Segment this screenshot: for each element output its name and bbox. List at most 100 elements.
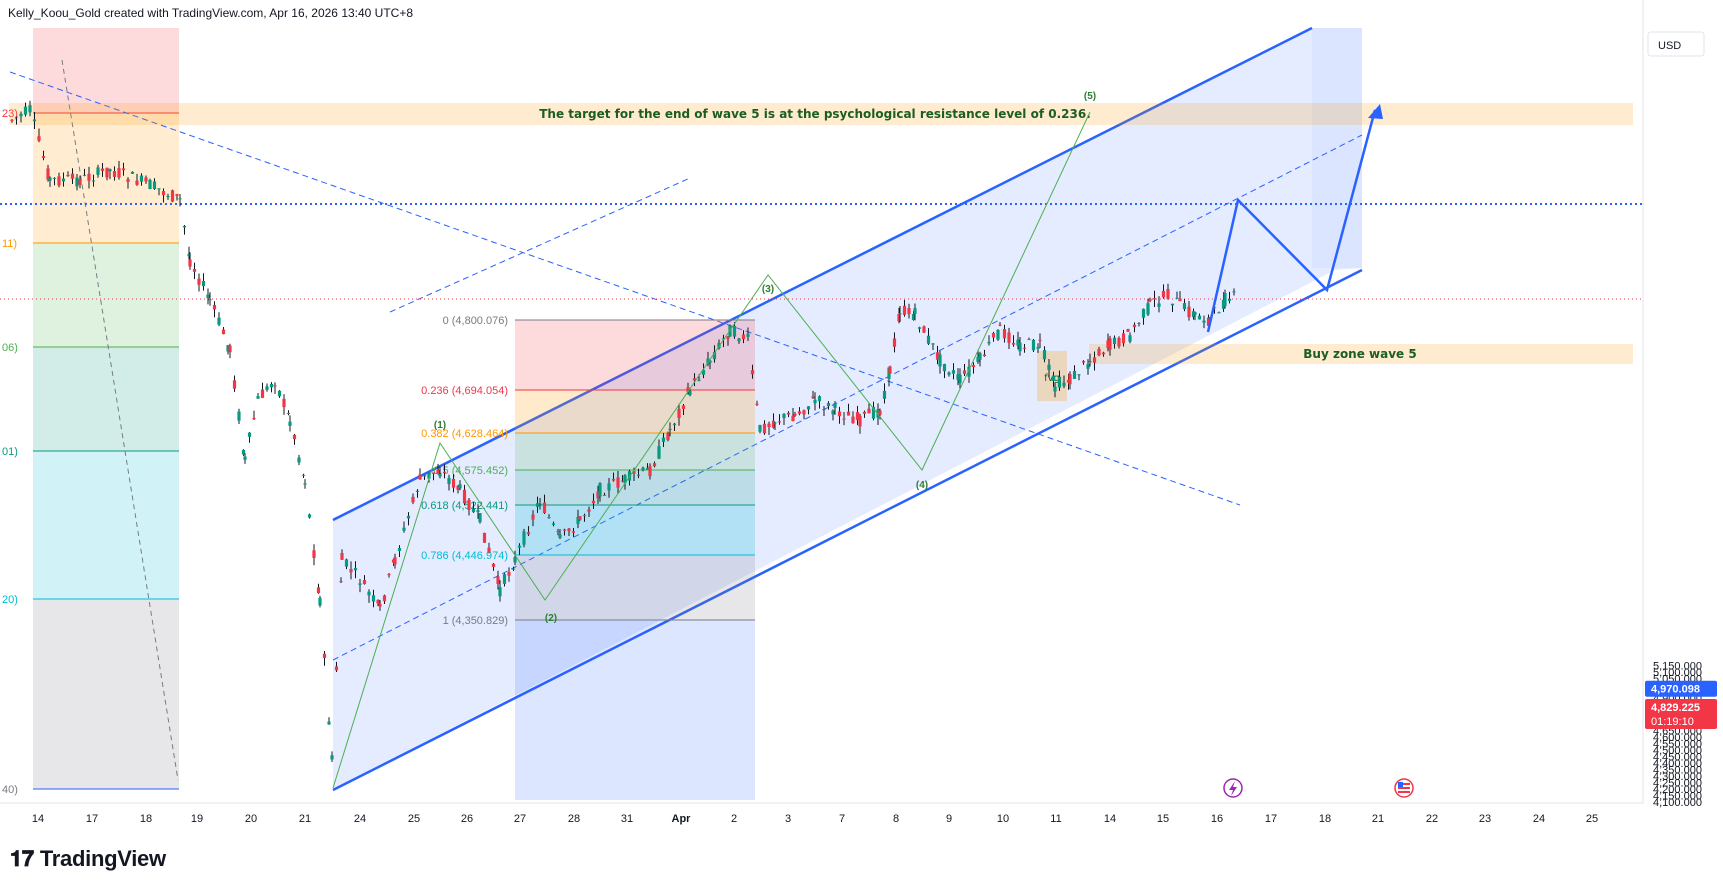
x-tick-label: 10 [997,813,1009,825]
lightning-icon[interactable] [1223,778,1243,798]
us-flag-icon[interactable] [1394,778,1414,798]
candle-body [1206,317,1211,326]
candle-body [697,379,701,381]
candle-body [322,653,327,658]
candle-body [330,755,334,760]
candle-body [41,156,46,158]
y-tick-label: 4,250.000 [1653,777,1702,789]
candle-body [831,410,835,415]
tradingview-logo[interactable]: 𝟏𝟕 TradingView [10,846,166,872]
y-tick-label: 4,100.000 [1653,797,1702,809]
candle-body [1011,343,1016,345]
x-tick-label: 9 [946,813,952,825]
x-tick-label: 23 [1479,813,1491,825]
candle-body [526,532,531,535]
y-tick-label: 4,450.000 [1653,751,1702,763]
candle-body [913,308,917,314]
candle-body [344,559,349,567]
x-tick-label: 28 [568,813,580,825]
buy-zone: Buy zone wave 5 [1089,344,1633,364]
candle-body [1042,350,1047,360]
candle-body [767,423,771,428]
candle-body [166,195,170,198]
candle-body [862,411,867,414]
candle-body [10,119,14,121]
candle-body [498,587,502,597]
candle-body [442,471,447,473]
candle-body [611,478,616,481]
left-fib-label: 06) [2,342,18,354]
candle-body [926,335,931,344]
projection-arrowhead [1368,104,1383,119]
candle-body [632,471,636,474]
candle-body [616,477,620,488]
candle-body [91,180,96,182]
projection-path[interactable] [1206,109,1377,333]
candle-body [451,478,456,488]
candle-body [582,515,587,517]
candle-body [130,171,135,174]
candle-body [256,396,260,399]
candle-body [243,456,247,460]
candle-body [976,356,980,363]
candle-body [677,408,681,419]
y-tick-label: 4,350.000 [1653,764,1702,776]
candle-body [811,396,815,399]
candle-body [334,666,339,671]
price-badge [1645,680,1717,697]
left-fib-label: 20) [2,594,18,606]
candle-body [648,466,652,477]
candle-body [902,305,907,315]
candle-body [82,174,87,176]
left-fib-bands [33,28,179,790]
candle-body [762,423,767,434]
candle-body [1161,290,1166,298]
candle-body [37,136,41,141]
y-tick-label: 4,200.000 [1653,784,1702,796]
candle-body [61,178,66,182]
candle-body [456,485,460,490]
candle-body [260,389,265,398]
candle-body [378,603,382,607]
candle-body [967,366,971,377]
candle-body [161,191,166,196]
currency-box[interactable]: USD [1647,31,1705,57]
candle-body [1086,364,1090,369]
x-tick-label: 21 [1372,813,1384,825]
price-badge-label: 4,829.225 [1651,702,1700,714]
x-tick-label: 14 [1104,813,1116,825]
candle-body [935,352,940,360]
x-tick-label: 24 [354,813,366,825]
x-tick-label: 24 [1533,813,1545,825]
candle-body [228,345,232,353]
candle-body [312,550,316,558]
candle-body [755,403,759,405]
x-tick-label: 11 [1050,813,1061,825]
candle-body [487,547,491,553]
wave-label: (2) [545,613,557,624]
currency-label: USD [1658,40,1681,52]
candle-body [447,477,451,485]
candle-body [301,474,306,476]
candle-body [641,467,645,470]
x-tick-label: 20 [245,813,257,825]
candle-body [876,409,880,418]
candle-body [376,600,380,604]
candle-body [269,384,274,388]
candle-body [1031,339,1036,351]
candle-body [1072,370,1077,379]
candle-body [917,327,922,329]
candle-body [746,333,750,337]
candle-body [551,523,556,526]
candle-body [139,175,144,182]
price-badges: 4,970.098 4,829.225 01:19:10 [1645,680,1717,730]
candle-body [100,168,105,172]
x-tick-label: 2 [731,813,737,825]
candle-body [212,304,217,310]
candle-body [491,563,496,567]
candle-body [1187,306,1191,318]
candle-body [112,171,117,177]
candle-body [478,513,482,523]
time-axis[interactable]: 14 17 18 19 20 21 24 25 26 27 28 31 Apr 2 3 7 8 9 10 11 14 15… [32,813,1598,825]
